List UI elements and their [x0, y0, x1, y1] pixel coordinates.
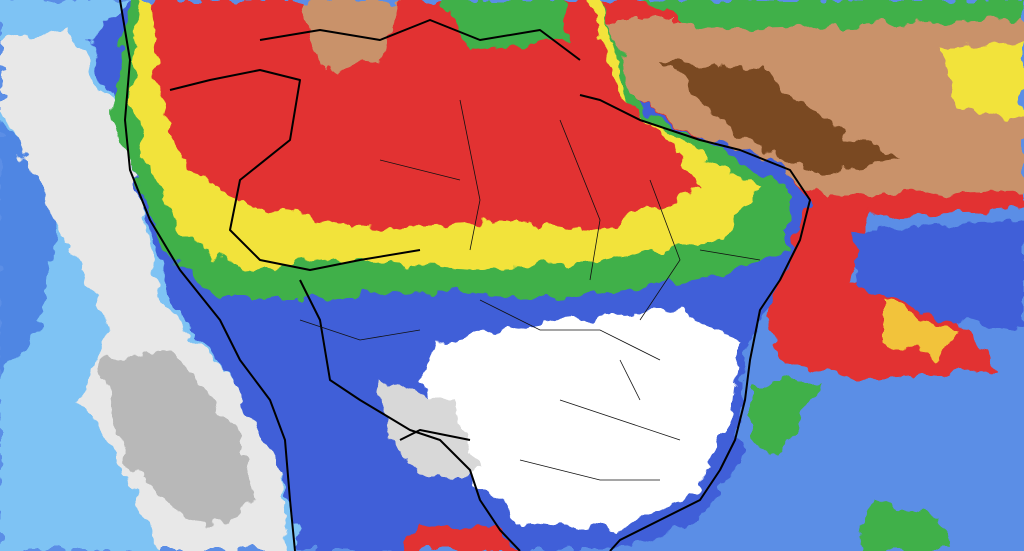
atlantic-coast [579, 94, 811, 551]
coast-green [750, 380, 820, 460]
south-atlantic-green [860, 500, 950, 551]
bolivia-paraguay-border [299, 279, 521, 551]
state-borders [299, 99, 761, 481]
atlantic-yellow [940, 40, 1024, 120]
land-red [150, 0, 700, 230]
south-red [400, 520, 520, 551]
north-border [259, 19, 581, 61]
pacific-coast [119, 0, 296, 551]
atlantic-dark [660, 60, 900, 175]
paraguay-border [399, 429, 471, 441]
sacz-yellow [880, 300, 960, 360]
grey-area [100, 350, 260, 530]
borders [119, 0, 811, 551]
dry-interior [420, 310, 740, 530]
sacz-blue [850, 220, 1024, 330]
atlantic-green [640, 0, 1024, 30]
brazil-west-border [169, 69, 421, 271]
